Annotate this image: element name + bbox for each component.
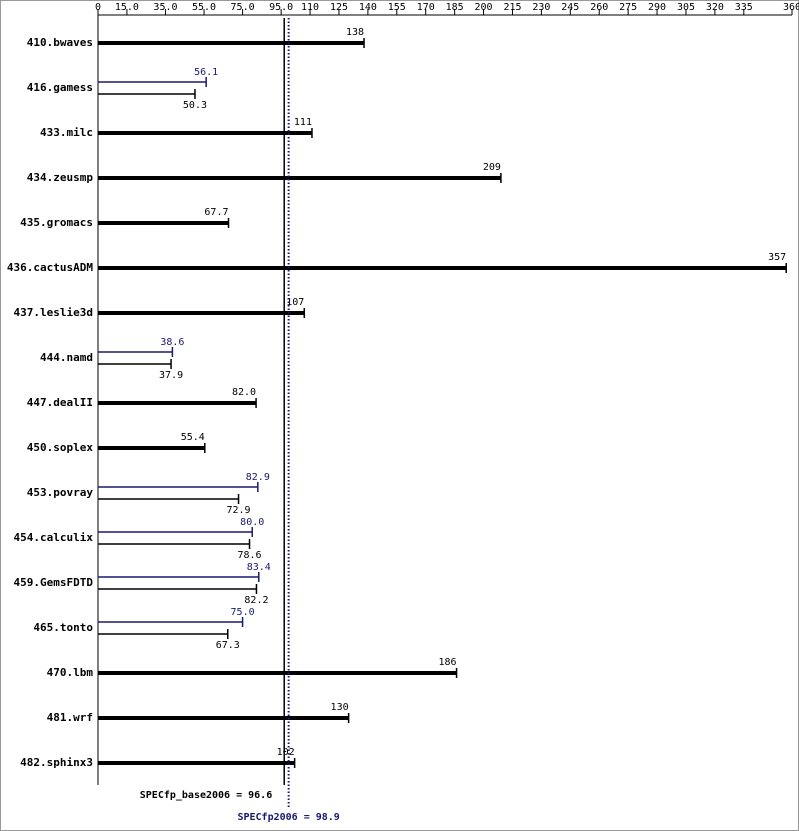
value-label: 56.1: [194, 67, 218, 78]
value-label: 111: [294, 117, 312, 128]
category-label: 436.cactusADM: [7, 261, 93, 274]
x-tick-label: 305: [677, 2, 695, 13]
value-label: 50.3: [183, 100, 207, 111]
value-label: 138: [346, 27, 364, 38]
x-tick-label: 35.0: [153, 2, 177, 13]
x-tick-label: 55.0: [192, 2, 216, 13]
category-label: 437.leslie3d: [14, 306, 93, 319]
category-label: 470.lbm: [47, 666, 94, 679]
value-label: 82.0: [232, 387, 256, 398]
value-label: 72.9: [226, 505, 250, 516]
x-tick-label: 360: [783, 2, 799, 13]
value-label: 67.7: [204, 207, 228, 218]
x-tick-label: 200: [475, 2, 493, 13]
reference-label: SPECfp2006 = 98.9: [237, 812, 339, 823]
value-label: 67.3: [216, 640, 240, 651]
value-label: 102: [277, 747, 295, 758]
x-tick-label: 125: [330, 2, 348, 13]
category-label: 433.milc: [40, 126, 93, 139]
x-tick-label: 140: [359, 2, 377, 13]
x-tick-label: 95.0: [269, 2, 293, 13]
category-label: 481.wrf: [47, 711, 93, 724]
category-label: 459.GemsFDTD: [14, 576, 94, 589]
value-label: 82.2: [244, 595, 268, 606]
category-label: 482.sphinx3: [20, 756, 93, 769]
category-label: 453.povray: [27, 486, 94, 499]
category-label: 434.zeusmp: [27, 171, 94, 184]
x-tick-label: 155: [388, 2, 406, 13]
x-tick-label: 335: [735, 2, 753, 13]
value-label: 38.6: [160, 337, 184, 348]
x-tick-label: 230: [532, 2, 550, 13]
x-tick-label: 110: [301, 2, 319, 13]
category-label: 450.soplex: [27, 441, 94, 454]
value-label: 107: [286, 297, 304, 308]
value-label: 82.9: [246, 472, 270, 483]
value-label: 80.0: [240, 517, 264, 528]
x-tick-label: 75.0: [231, 2, 255, 13]
x-tick-label: 320: [706, 2, 724, 13]
value-label: 209: [483, 162, 501, 173]
category-label: 465.tonto: [33, 621, 93, 634]
value-label: 357: [768, 252, 786, 263]
value-label: 55.4: [181, 432, 205, 443]
x-tick-label: 245: [561, 2, 579, 13]
category-label: 416.gamess: [27, 81, 93, 94]
category-label: 447.dealII: [27, 396, 93, 409]
category-label: 444.namd: [40, 351, 93, 364]
x-tick-label: 185: [446, 2, 464, 13]
value-label: 186: [439, 657, 457, 668]
value-label: 130: [331, 702, 349, 713]
value-label: 75.0: [231, 607, 255, 618]
x-tick-label: 275: [619, 2, 637, 13]
value-label: 78.6: [237, 550, 261, 561]
value-label: 37.9: [159, 370, 183, 381]
x-tick-label: 170: [417, 2, 435, 13]
category-label: 410.bwaves: [27, 36, 93, 49]
value-label: 83.4: [247, 562, 271, 573]
x-tick-label: 15.0: [115, 2, 139, 13]
x-tick-label: 215: [503, 2, 521, 13]
x-tick-label: 290: [648, 2, 666, 13]
category-label: 435.gromacs: [20, 216, 93, 229]
reference-label: SPECfp_base2006 = 96.6: [140, 790, 272, 801]
x-tick-label: 0: [95, 2, 101, 13]
category-label: 454.calculix: [14, 531, 94, 544]
x-tick-label: 260: [590, 2, 608, 13]
